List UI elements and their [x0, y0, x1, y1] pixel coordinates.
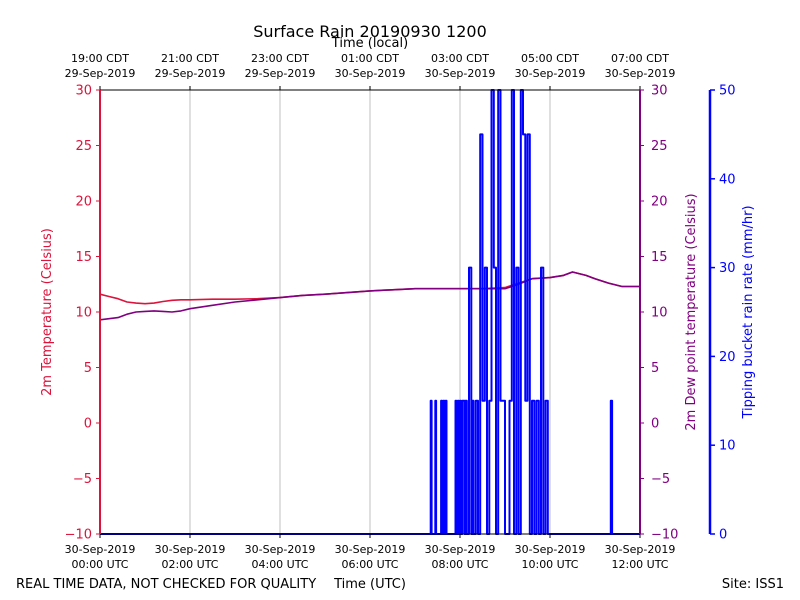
- top-tick-time-4: 03:00 CDT: [431, 52, 489, 65]
- site-label: Site: ISS1: [722, 577, 784, 592]
- top-tick-time-3: 01:00 CDT: [341, 52, 399, 65]
- bottom-tick-time-3: 06:00 UTC: [341, 558, 398, 571]
- plot-frame: [99, 89, 712, 535]
- left-tick-label-6: 20: [75, 195, 92, 210]
- chart-title: Surface Rain 20190930 1200: [253, 22, 487, 41]
- left-tick-label-0: −10: [65, 528, 92, 543]
- right-tick-label-8: 30: [651, 84, 668, 99]
- left-axis-label: 2m Temperature (Celsius): [40, 228, 55, 396]
- bottom-tick-date-5: 30-Sep-2019: [515, 543, 586, 556]
- top-tick-time-6: 07:00 CDT: [611, 52, 669, 65]
- rain-axis-label: Tipping bucket rain rate (mm/hr): [741, 205, 756, 419]
- quality-note: REAL TIME DATA, NOT CHECKED FOR QUALITY: [16, 577, 316, 592]
- bottom-tick-time-5: 10:00 UTC: [521, 558, 578, 571]
- left-tick-label-3: 5: [84, 361, 92, 376]
- left-tick-label-1: −5: [73, 472, 92, 487]
- bottom-tick-time-2: 04:00 UTC: [251, 558, 308, 571]
- left-tick-label-8: 30: [75, 84, 92, 99]
- series-line-right: [99, 271, 640, 321]
- top-tick-time-1: 21:00 CDT: [161, 52, 219, 65]
- right-tick-label-4: 10: [651, 306, 668, 321]
- rain-tick-label-4: 40: [719, 172, 736, 187]
- top-tick-date-0: 29-Sep-2019: [65, 67, 136, 80]
- right-tick-label-0: −10: [651, 528, 678, 543]
- data-series: [99, 89, 640, 535]
- top-tick-date-1: 29-Sep-2019: [155, 67, 226, 80]
- left-tick-label-7: 25: [75, 139, 92, 154]
- bottom-tick-time-0: 00:00 UTC: [71, 558, 128, 571]
- top-tick-date-2: 29-Sep-2019: [245, 67, 316, 80]
- top-tick-date-5: 30-Sep-2019: [515, 67, 586, 80]
- rain-tick-label-0: 0: [719, 528, 727, 543]
- x-axis-label: Time (UTC): [333, 577, 406, 592]
- top-tick-time-5: 05:00 CDT: [521, 52, 579, 65]
- left-tick-label-2: 0: [84, 417, 92, 432]
- series-line-rain: [100, 89, 640, 535]
- bottom-tick-time-1: 02:00 UTC: [161, 558, 218, 571]
- top-tick-time-0: 19:00 CDT: [71, 52, 129, 65]
- right-tick-label-3: 5: [651, 361, 659, 376]
- top-axis-label: Time (local): [331, 36, 408, 51]
- top-tick-date-3: 30-Sep-2019: [335, 67, 406, 80]
- right-tick-label-2: 0: [651, 417, 659, 432]
- bottom-tick-date-2: 30-Sep-2019: [245, 543, 316, 556]
- right-tick-label-5: 15: [651, 250, 668, 265]
- rain-tick-label-1: 10: [719, 439, 736, 454]
- top-tick-time-2: 23:00 CDT: [251, 52, 309, 65]
- bottom-tick-date-3: 30-Sep-2019: [335, 543, 406, 556]
- rain-tick-label-3: 30: [719, 261, 736, 276]
- left-tick-label-5: 15: [75, 250, 92, 265]
- bottom-tick-date-1: 30-Sep-2019: [155, 543, 226, 556]
- bottom-tick-date-6: 30-Sep-2019: [605, 543, 676, 556]
- axis-ticks: 30-Sep-2019 00:00 UTC 30-Sep-2019 02:00 UTC…: [65, 52, 736, 571]
- bottom-tick-time-6: 12:00 UTC: [611, 558, 668, 571]
- rain-tick-label-5: 50: [719, 84, 736, 99]
- right-tick-label-6: 20: [651, 195, 668, 210]
- right-tick-label-1: −5: [651, 472, 670, 487]
- top-tick-date-4: 30-Sep-2019: [425, 67, 496, 80]
- rain-tick-label-2: 20: [719, 350, 736, 365]
- right-axis-label: 2m Dew point temperature (Celsius): [684, 193, 699, 430]
- bottom-tick-date-0: 30-Sep-2019: [65, 543, 136, 556]
- bottom-tick-date-4: 30-Sep-2019: [425, 543, 496, 556]
- bottom-tick-time-4: 08:00 UTC: [431, 558, 488, 571]
- right-tick-label-7: 25: [651, 139, 668, 154]
- left-tick-label-4: 10: [75, 306, 92, 321]
- top-tick-date-6: 30-Sep-2019: [605, 67, 676, 80]
